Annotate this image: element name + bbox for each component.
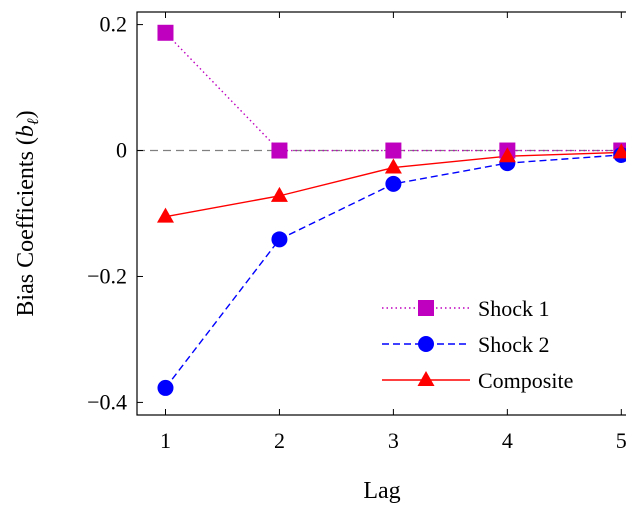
- series-3-point-5: [612, 143, 626, 159]
- y-axis-title-close: ): [13, 110, 39, 118]
- legend-label-2: Shock 2: [478, 332, 550, 357]
- y-axis-title-subscript: ℓ: [25, 118, 42, 125]
- series-3-point-2: [270, 186, 288, 202]
- y-tick-label-1: 0.2: [100, 12, 128, 37]
- series-3-point-4: [498, 147, 516, 163]
- series-2-point-1: [157, 379, 174, 396]
- plot-area: [137, 24, 626, 396]
- legend-marker-3: [417, 371, 435, 386]
- series-3-point-3: [384, 158, 402, 174]
- x-tick-label-3: 3: [388, 428, 399, 453]
- series-1-point-2: [271, 142, 288, 159]
- series-1-point-1: [157, 24, 174, 41]
- x-axis-title: Lag: [363, 478, 400, 504]
- y-axis-title-main: Bias Coefficients (: [13, 137, 39, 317]
- legend-label-1: Shock 1: [478, 296, 550, 321]
- series-2-point-3: [385, 175, 402, 192]
- y-axis-title: Bias Coefficients (bℓ): [13, 110, 42, 316]
- legend-marker-2: [418, 336, 434, 352]
- plot-frame: [136, 11, 626, 416]
- y-tick-label-4: −0.4: [87, 389, 127, 414]
- legend: Shock 1 Shock 2 Composite: [372, 288, 622, 406]
- series-2-point-2: [271, 231, 288, 248]
- series-line-1: [164, 32, 622, 152]
- y-axis-title-variable: b: [13, 125, 39, 137]
- series-3-point-1: [156, 207, 174, 223]
- y-tick-label-3: −0.2: [87, 263, 127, 288]
- x-tick-label-4: 4: [502, 428, 513, 453]
- x-tick-label-5: 5: [616, 428, 626, 453]
- series-1-point-3: [385, 142, 402, 159]
- y-tick-label-2: 0: [116, 138, 127, 163]
- x-tick-label-1: 1: [160, 428, 171, 453]
- legend-marker-1: [418, 300, 434, 316]
- legend-label-3: Composite: [478, 368, 573, 393]
- x-tick-label-2: 2: [274, 428, 285, 453]
- axes: 1 2 3 4 5 0.2 0 −0.2 −0.4: [87, 11, 626, 453]
